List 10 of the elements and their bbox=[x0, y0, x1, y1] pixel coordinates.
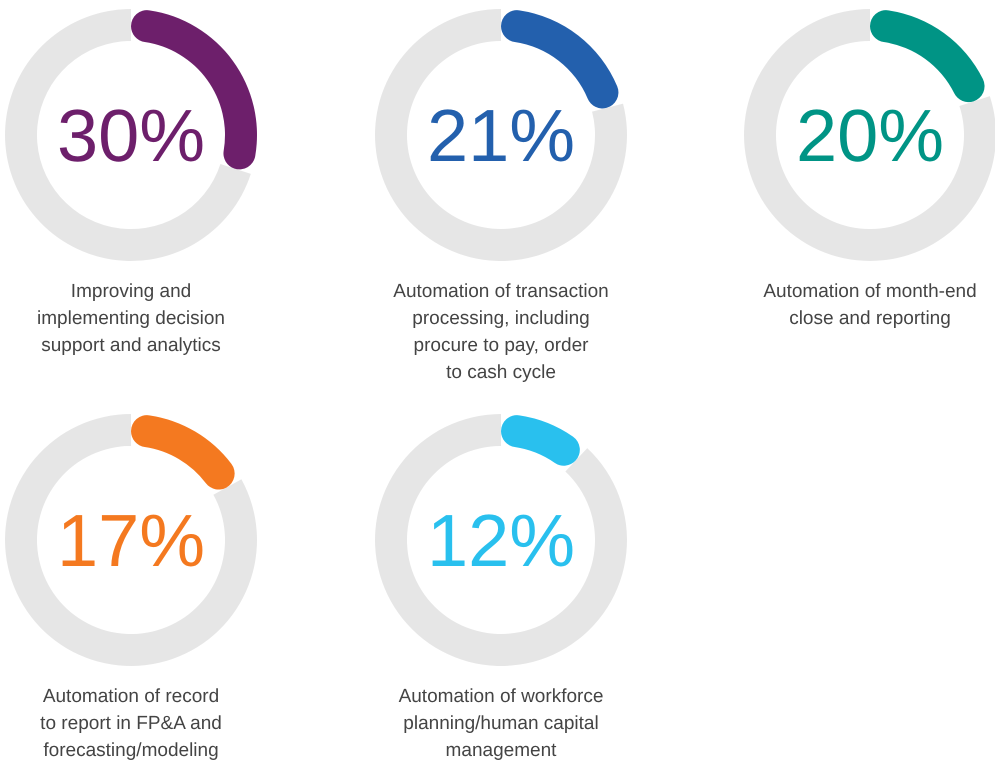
text: Automation of month-end close and reporting bbox=[763, 281, 977, 329]
text: 17% bbox=[56, 499, 206, 582]
text: Automation of workforce planning/human capital management bbox=[398, 686, 604, 761]
text: 12% bbox=[426, 499, 576, 582]
text: Improving and implementing decision support and analytics bbox=[37, 281, 225, 356]
text: Automation of record to report in FP&A and forecasting/modeling bbox=[40, 686, 222, 761]
text: 20% bbox=[796, 94, 944, 177]
text: 21% bbox=[426, 94, 576, 177]
text: 30% bbox=[56, 94, 206, 177]
text: Automation of transaction processing, including procure to pay, order to cash cycle bbox=[393, 281, 609, 383]
